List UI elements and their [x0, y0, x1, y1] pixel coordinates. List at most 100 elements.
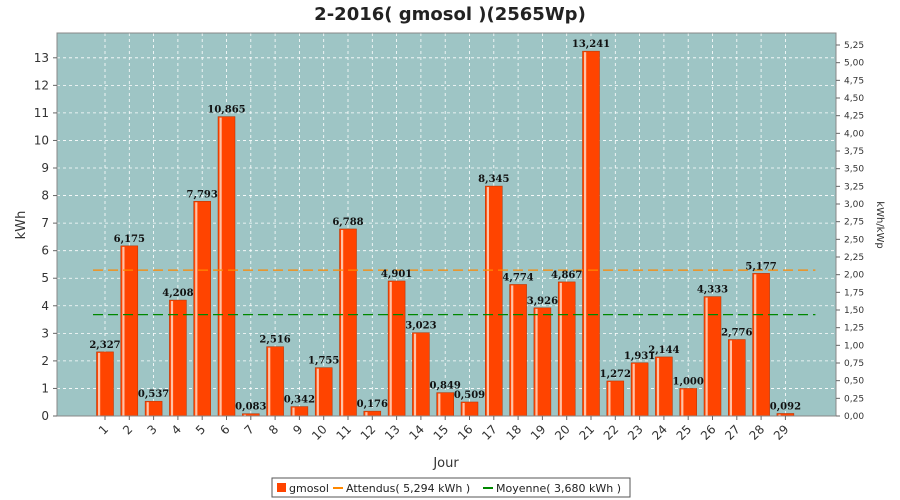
y-tick-label: 2 [41, 354, 49, 368]
bar-highlight [632, 363, 635, 416]
x-tick-label: 16 [455, 422, 476, 443]
data-label: 8,345 [478, 174, 509, 185]
data-label: 0,083 [235, 402, 266, 413]
data-label: 10,865 [207, 105, 245, 116]
x-tick-label: 1 [96, 422, 111, 437]
bar [509, 284, 527, 417]
data-label: 1,755 [308, 356, 339, 367]
bar-highlight [438, 393, 441, 416]
y2-tick-label: 4,25 [844, 112, 864, 122]
bar-body [193, 201, 211, 416]
y-tick-label: 5 [41, 271, 49, 285]
bar [266, 346, 284, 417]
bar-body [582, 51, 600, 417]
bar-highlight [219, 117, 222, 417]
data-label: 4,774 [502, 272, 533, 283]
x-tick-label: 23 [625, 422, 646, 443]
legend-swatch-gmosol [277, 483, 286, 492]
legend: gmosol Attendus( 5,294 kWh ) Moyenne( 3,… [271, 477, 631, 498]
y2-tick-label: 3,50 [844, 165, 864, 175]
bar [557, 281, 576, 417]
x-tick-label: 7 [242, 422, 257, 437]
bar [752, 273, 770, 417]
x-tick-label: 17 [479, 422, 500, 443]
y2-tick-label: 4,00 [844, 129, 864, 139]
data-label: 0,176 [357, 399, 388, 410]
bar-body [533, 307, 551, 416]
bar-highlight [778, 414, 781, 416]
x-tick-label: 28 [747, 422, 768, 443]
bar-body [752, 273, 770, 416]
bar-body [120, 245, 138, 416]
bar-highlight [170, 301, 174, 416]
bar-highlight [341, 229, 344, 416]
bar-highlight [486, 187, 489, 416]
y2-tick-label: 0,00 [844, 412, 864, 422]
bar-body [631, 362, 649, 416]
chart-title: 2-2016( gmosol )(2565Wp) [314, 4, 586, 25]
bar-highlight [413, 333, 417, 416]
x-tick-label: 29 [771, 422, 792, 443]
bar-body [606, 380, 624, 416]
legend-box [271, 477, 631, 498]
bar [485, 185, 503, 417]
x-tick-label: 14 [406, 422, 427, 443]
bar [169, 299, 187, 417]
x-tick-label: 21 [576, 422, 597, 443]
data-label: 4,208 [162, 288, 193, 299]
x-tick-label: 19 [528, 422, 549, 443]
bar-body [704, 296, 721, 416]
bar-highlight [559, 282, 562, 416]
bar-body [96, 351, 114, 416]
bar-body [290, 406, 308, 416]
bar-body [266, 346, 284, 416]
y2-tick-label: 4,75 [844, 76, 864, 86]
bar [363, 410, 382, 417]
data-label: 0,342 [284, 395, 315, 406]
x-axis-label: Jour [432, 456, 459, 471]
y-tick-label: 12 [34, 78, 49, 92]
bar-highlight [98, 352, 101, 416]
x-tick-label: 12 [358, 422, 379, 443]
y2-tick-label: 0,75 [844, 359, 864, 369]
bar [606, 380, 625, 417]
data-label: 4,901 [381, 269, 412, 280]
bar-body [655, 356, 673, 416]
bar-body [436, 392, 454, 416]
bar-body [218, 116, 235, 417]
data-label: 0,509 [454, 390, 485, 401]
bar-body [776, 413, 794, 416]
bar [655, 356, 673, 417]
bar-highlight [705, 297, 708, 416]
bar-body [315, 367, 333, 416]
y2-tick-label: 0,50 [844, 377, 864, 387]
legend-label-gmosol: gmosol [289, 482, 329, 495]
y-axis-label: kWh [14, 211, 29, 240]
data-label: 4,867 [551, 270, 582, 281]
y2-tick-label: 1,00 [844, 341, 864, 351]
bar-highlight [243, 414, 246, 416]
x-tick-label: 18 [504, 422, 525, 443]
bar [120, 245, 139, 417]
x-tick-label: 25 [674, 422, 695, 443]
bar [728, 339, 746, 417]
data-label: 2,144 [648, 345, 679, 356]
x-tick-label: 8 [266, 422, 281, 437]
data-label: 4,333 [697, 285, 728, 296]
x-tick-label: 4 [169, 422, 184, 437]
bar-body [169, 300, 187, 416]
bar [703, 296, 722, 417]
bar-body [242, 413, 260, 416]
y2-tick-label: 4,50 [844, 94, 864, 104]
bar-highlight [462, 402, 465, 416]
y2-tick-label: 5,00 [844, 59, 864, 69]
bar-body [728, 339, 746, 416]
bar-highlight [365, 412, 368, 416]
data-label: 3,023 [405, 321, 436, 332]
data-label: 2,327 [89, 340, 120, 351]
bar-body [679, 388, 697, 416]
y-tick-label: 8 [41, 189, 49, 203]
y2-tick-label: 1,50 [844, 306, 864, 316]
bar-highlight [681, 389, 684, 416]
x-tick-label: 13 [382, 422, 403, 443]
